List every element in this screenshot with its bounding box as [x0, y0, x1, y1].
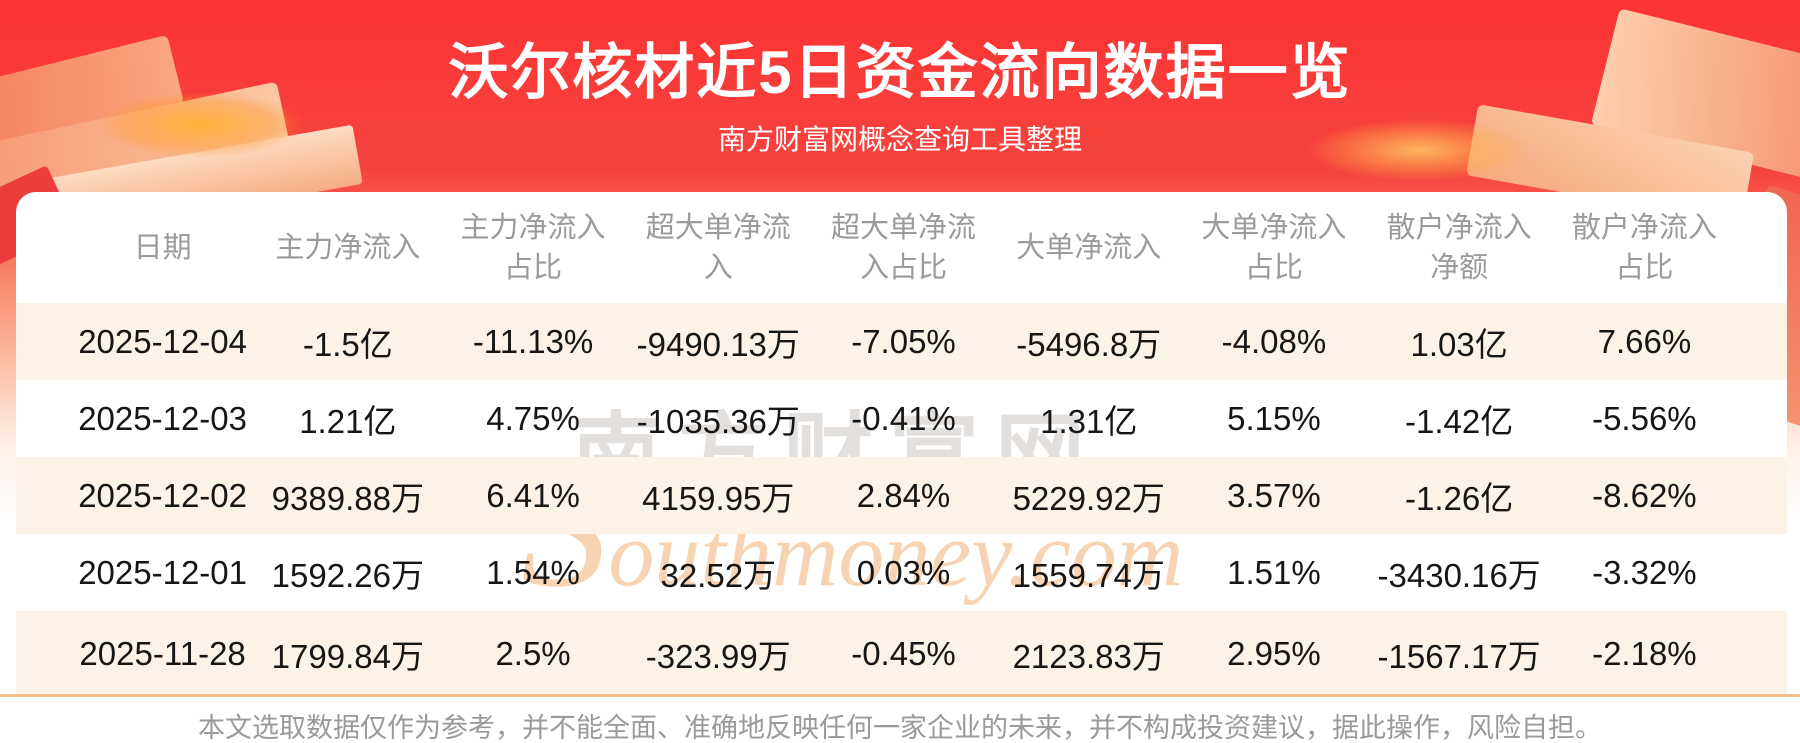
cell-large-order-net-inflow: -5496.8万 [1016, 325, 1162, 363]
page-title: 沃尔核材近5日资金流向数据一览 [448, 39, 1352, 106]
header-retail-net-inflow: 散户净流入 净额 [1386, 211, 1532, 284]
cell-date: 2025-12-01 [78, 553, 248, 591]
cell-main-net-inflow-pct: -11.13% [472, 322, 594, 360]
page-subtitle: 南方财富网概念查询工具整理 [717, 124, 1082, 155]
cell-large-order-net-inflow: 1559.74万 [1012, 556, 1165, 594]
header-date: 日期 [133, 231, 192, 264]
table-row: 2025-12-03 1.21亿 4.75% -1035.36万 -0.41% … [16, 380, 1787, 457]
cell-main-net-inflow-pct: 1.54% [486, 553, 580, 591]
table-row: 2025-12-04 -1.5亿 -11.13% -9490.13万 -7.05… [16, 303, 1787, 380]
cell-date: 2025-11-28 [79, 635, 246, 672]
cell-large-order-net-inflow-pct: 2.95% [1227, 635, 1321, 672]
cell-xl-order-net-inflow-pct: 2.84% [856, 476, 951, 514]
cell-large-order-net-inflow-pct: -4.08% [1221, 322, 1327, 360]
cell-large-order-net-inflow: 5229.92万 [1012, 479, 1165, 517]
cell-retail-net-inflow: 1.03亿 [1410, 325, 1508, 363]
cell-xl-order-net-inflow-pct: 0.03% [856, 553, 951, 591]
disclaimer-text: 本文选取数据仅作为参考，并不能全面、准确地反映任何一家企业的未来，并不构成投资建… [198, 713, 1602, 743]
header-xl-order-net-inflow-pct: 超大单净流 入占比 [830, 211, 976, 284]
cell-retail-net-inflow-pct: -5.56% [1592, 399, 1697, 437]
cell-date: 2025-12-04 [78, 322, 248, 360]
cell-retail-net-inflow-pct: -8.62% [1592, 476, 1697, 514]
cell-retail-net-inflow: -1.42亿 [1405, 402, 1514, 440]
cell-main-net-inflow: -1.5亿 [302, 325, 393, 363]
cell-xl-order-net-inflow: -9490.13万 [636, 325, 800, 363]
cell-large-order-net-inflow-pct: 1.51% [1227, 553, 1321, 591]
cell-xl-order-net-inflow-pct: -7.05% [851, 322, 956, 360]
header-retail-net-inflow-pct: 散户净流入 占比 [1571, 211, 1717, 284]
cell-main-net-inflow-pct: 6.41% [486, 476, 580, 514]
cell-main-net-inflow-pct: 2.5% [495, 635, 571, 672]
cell-retail-net-inflow: -1.26亿 [1405, 479, 1514, 517]
header-large-order-net-inflow: 大单净流入 [1016, 231, 1162, 264]
decor-gold-glow-right [1270, 95, 1570, 205]
cell-large-order-net-inflow-pct: 3.57% [1227, 476, 1321, 514]
cell-xl-order-net-inflow: -323.99万 [645, 638, 791, 675]
cell-main-net-inflow: 1592.26万 [271, 556, 424, 594]
cell-retail-net-inflow-pct: -3.32% [1592, 553, 1697, 591]
cell-xl-order-net-inflow-pct: -0.41% [851, 399, 956, 437]
cell-retail-net-inflow-pct: -2.18% [1592, 635, 1697, 672]
header-xl-order-net-inflow: 超大单净流入 [645, 211, 791, 284]
cell-main-net-inflow: 1799.84万 [271, 638, 424, 675]
cell-xl-order-net-inflow-pct: -0.45% [851, 635, 956, 672]
cell-main-net-inflow-pct: 4.75% [486, 399, 580, 437]
cell-date: 2025-12-03 [78, 399, 248, 437]
table-row: 2025-12-02 9389.88万 6.41% 4159.95万 2.84%… [16, 457, 1787, 534]
bottom-divider-line [0, 694, 1800, 697]
header-main-net-inflow-pct: 主力净流入 占比 [460, 211, 606, 284]
decor-gold-glow-left [60, 70, 340, 180]
cell-retail-net-inflow: -1567.17万 [1377, 638, 1541, 675]
table-row: 2025-12-01 1592.26万 1.54% 32.52万 0.03% 1… [16, 534, 1787, 611]
cell-xl-order-net-inflow: 32.52万 [660, 556, 777, 594]
cell-retail-net-inflow: -3430.16万 [1377, 556, 1541, 594]
cell-large-order-net-inflow-pct: 5.15% [1227, 399, 1321, 437]
cell-xl-order-net-inflow: 4159.95万 [642, 479, 795, 517]
cell-date: 2025-12-02 [78, 476, 248, 514]
header-large-order-net-inflow-pct: 大单净流入 占比 [1201, 211, 1347, 284]
cell-retail-net-inflow-pct: 7.66% [1597, 322, 1692, 360]
header-main-net-inflow: 主力净流入 [275, 231, 421, 264]
cell-xl-order-net-inflow: -1035.36万 [636, 402, 800, 440]
cell-main-net-inflow: 9389.88万 [271, 479, 424, 517]
cell-large-order-net-inflow: 2123.83万 [1012, 638, 1165, 675]
table-header-row: 日期 主力净流入 主力净流入 占比 超大单净流入 超大单净流 入占比 大单净流入 大… [16, 192, 1787, 303]
cell-main-net-inflow: 1.21亿 [299, 402, 397, 440]
table-row: 2025-11-28 1799.84万 2.5% -323.99万 -0.45%… [16, 611, 1787, 697]
cell-large-order-net-inflow: 1.31亿 [1040, 402, 1138, 440]
